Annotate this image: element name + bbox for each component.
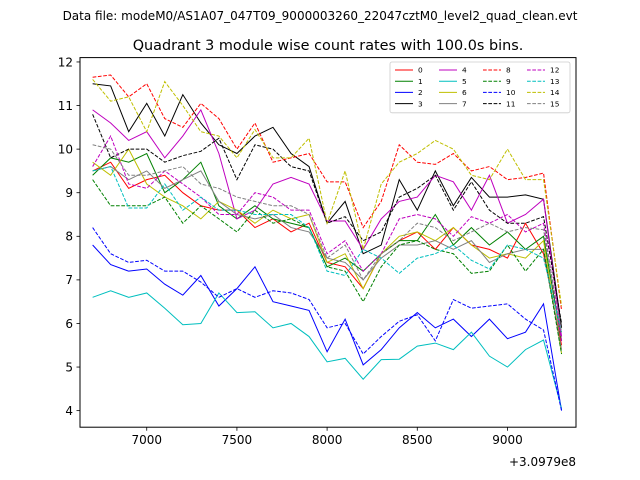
legend-label-0: 0	[418, 66, 423, 75]
y-tick-label: 6	[65, 317, 73, 331]
series-line-7	[92, 166, 563, 350]
legend-label-14: 14	[550, 88, 560, 97]
series-layer	[92, 74, 563, 411]
series-line-13	[92, 165, 563, 333]
series-line-15	[92, 144, 563, 333]
y-tick-label: 8	[65, 230, 73, 244]
y-tick-label: 12	[58, 55, 73, 69]
chart-title: Quadrant 3 module wise count rates with …	[133, 38, 524, 54]
legend-label-7: 7	[462, 99, 467, 108]
x-tick-label: 9000	[492, 433, 523, 447]
x-tick-label: 7500	[222, 433, 253, 447]
series-line-6	[92, 148, 563, 355]
x-tick-label: 8000	[312, 433, 343, 447]
legend-label-11: 11	[506, 99, 516, 108]
legend-label-12: 12	[550, 66, 559, 75]
legend-label-15: 15	[550, 99, 560, 108]
legend-frame	[389, 61, 571, 114]
series-line-12	[92, 134, 563, 341]
legend-label-5: 5	[462, 77, 467, 86]
y-tick-label: 11	[58, 99, 73, 113]
series-line-2	[92, 244, 563, 411]
series-line-4	[92, 108, 563, 337]
legend-label-10: 10	[506, 88, 516, 97]
y-tick-label: 9	[65, 186, 73, 200]
legend-label-4: 4	[462, 66, 467, 75]
legend-label-1: 1	[418, 77, 423, 86]
chart-suptitle: Data file: modeM0/AS1A07_047T09_90000032…	[63, 9, 578, 23]
series-line-8	[92, 74, 563, 311]
legend-label-6: 6	[462, 88, 467, 97]
legend-label-8: 8	[506, 66, 511, 75]
x-axis-offset-label: +3.0979e8	[509, 455, 576, 469]
series-line-5	[92, 290, 563, 409]
legend-label-9: 9	[506, 77, 511, 86]
legend-label-2: 2	[418, 88, 423, 97]
x-tick-label: 7000	[131, 433, 162, 447]
y-tick-label: 7	[65, 273, 73, 287]
series-line-10	[92, 227, 563, 411]
legend-label-3: 3	[418, 99, 423, 108]
series-line-11	[92, 114, 563, 324]
legend-label-13: 13	[550, 77, 560, 86]
y-tick-label: 10	[58, 142, 73, 156]
series-line-9	[92, 179, 563, 355]
y-tick-label: 4	[65, 404, 73, 418]
y-tick-label: 5	[65, 360, 73, 374]
x-tick-label: 8500	[402, 433, 433, 447]
series-line-14	[92, 79, 563, 307]
